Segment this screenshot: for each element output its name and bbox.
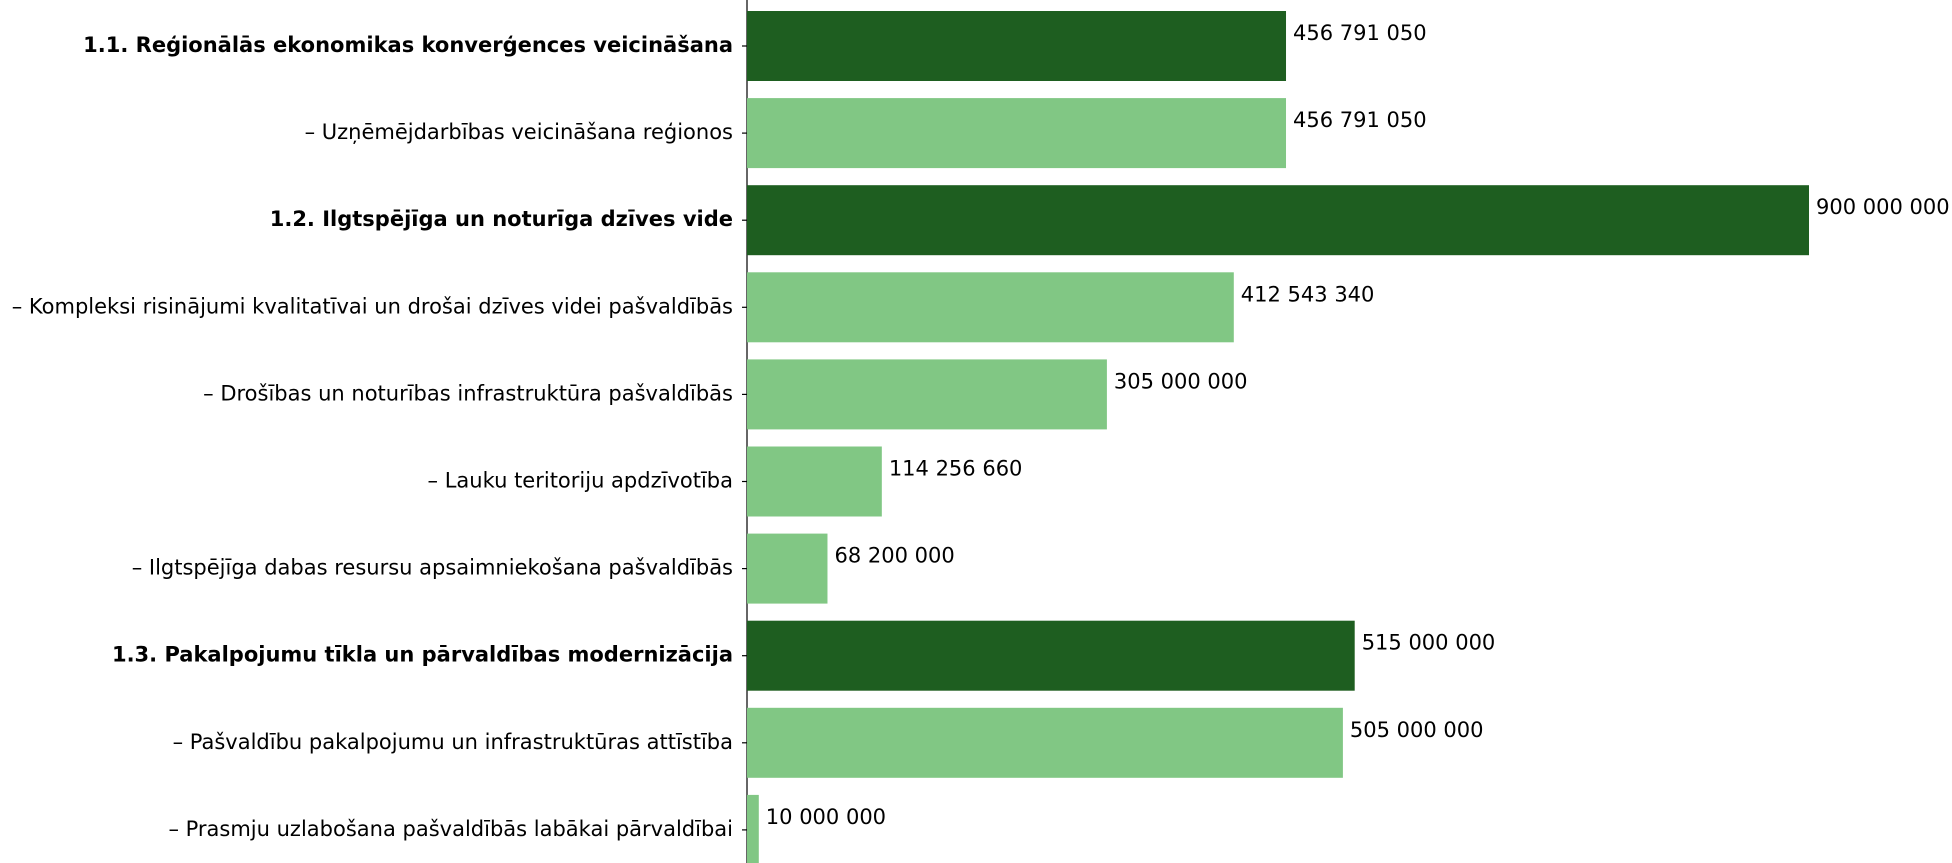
bar bbox=[747, 794, 759, 863]
bar bbox=[747, 620, 1355, 691]
bar bbox=[747, 272, 1234, 343]
bar bbox=[747, 98, 1287, 169]
bar bbox=[747, 359, 1107, 430]
value-label: 456 791 050 bbox=[1293, 108, 1427, 132]
bar bbox=[747, 11, 1287, 81]
y-tick-label: 1.2. Ilgtspējīga un noturīga dzīves vide bbox=[270, 207, 733, 231]
y-tick-label: – Pašvaldību pakalpojumu un infrastruktū… bbox=[173, 730, 733, 754]
bar bbox=[747, 707, 1343, 778]
value-label: 900 000 000 bbox=[1816, 195, 1950, 219]
value-label: 10 000 000 bbox=[766, 805, 886, 829]
bar bbox=[747, 185, 1809, 256]
bar bbox=[747, 533, 828, 604]
y-tick-label: – Uzņēmējdarbības veicināšana reģionos bbox=[305, 120, 733, 144]
value-label: 456 791 050 bbox=[1293, 21, 1427, 45]
y-tick-label: 1.1. Reģionālās ekonomikas konverģences … bbox=[83, 33, 733, 57]
y-tick-label: – Ilgtspējīga dabas resursu apsaimniekoš… bbox=[132, 556, 733, 580]
y-tick-label: – Drošības un noturības infrastruktūra p… bbox=[203, 381, 733, 405]
y-tick-label: – Prasmju uzlabošana pašvaldībās labākai… bbox=[168, 817, 733, 841]
value-label: 114 256 660 bbox=[889, 457, 1023, 481]
value-label: 412 543 340 bbox=[1241, 282, 1375, 306]
bar bbox=[747, 446, 882, 517]
y-tick-label: – Lauku teritoriju apdzīvotība bbox=[428, 469, 733, 493]
value-label: 515 000 000 bbox=[1362, 631, 1496, 655]
value-label: 68 200 000 bbox=[834, 544, 954, 568]
y-tick-label: 1.3. Pakalpojumu tīkla un pārvaldības mo… bbox=[112, 643, 733, 667]
value-label: 305 000 000 bbox=[1114, 369, 1248, 393]
value-label: 505 000 000 bbox=[1350, 718, 1484, 742]
y-tick-label: – Kompleksi risinājumi kvalitatīvai un d… bbox=[12, 294, 733, 318]
